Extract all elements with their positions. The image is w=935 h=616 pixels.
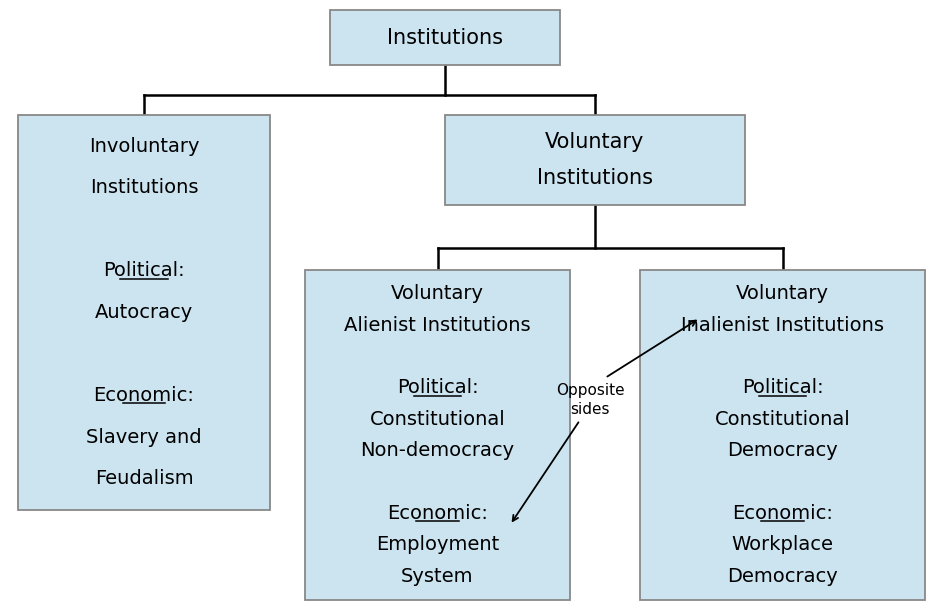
Text: Institutions: Institutions xyxy=(387,28,503,47)
FancyBboxPatch shape xyxy=(640,270,925,600)
Text: Democracy: Democracy xyxy=(727,441,838,460)
Text: Economic:: Economic: xyxy=(94,386,194,405)
Text: Institutions: Institutions xyxy=(537,168,653,188)
Text: Institutions: Institutions xyxy=(90,178,198,197)
Text: Constitutional: Constitutional xyxy=(714,410,850,429)
Text: Political:: Political: xyxy=(741,378,824,397)
Text: Voluntary: Voluntary xyxy=(391,284,484,303)
Text: Inalienist Institutions: Inalienist Institutions xyxy=(681,315,884,334)
FancyBboxPatch shape xyxy=(305,270,570,600)
Text: Involuntary: Involuntary xyxy=(89,137,199,156)
Text: Economic:: Economic: xyxy=(387,504,488,523)
Text: System: System xyxy=(401,567,474,586)
Text: Slavery and: Slavery and xyxy=(86,428,202,447)
Text: Constitutional: Constitutional xyxy=(369,410,506,429)
FancyBboxPatch shape xyxy=(18,115,270,510)
Text: Political:: Political: xyxy=(396,378,479,397)
Text: Workplace: Workplace xyxy=(731,535,833,554)
Text: Voluntary: Voluntary xyxy=(736,284,829,303)
Text: Alienist Institutions: Alienist Institutions xyxy=(344,315,531,334)
Text: Opposite
sides: Opposite sides xyxy=(555,383,625,417)
Text: Democracy: Democracy xyxy=(727,567,838,586)
Text: Feudalism: Feudalism xyxy=(94,469,194,488)
FancyBboxPatch shape xyxy=(330,10,560,65)
Text: Autocracy: Autocracy xyxy=(94,303,194,322)
Text: Voluntary: Voluntary xyxy=(545,132,645,152)
Text: Non-democracy: Non-democracy xyxy=(360,441,514,460)
Text: Employment: Employment xyxy=(376,535,499,554)
FancyBboxPatch shape xyxy=(445,115,745,205)
Text: Economic:: Economic: xyxy=(732,504,833,523)
Text: Political:: Political: xyxy=(103,261,185,280)
